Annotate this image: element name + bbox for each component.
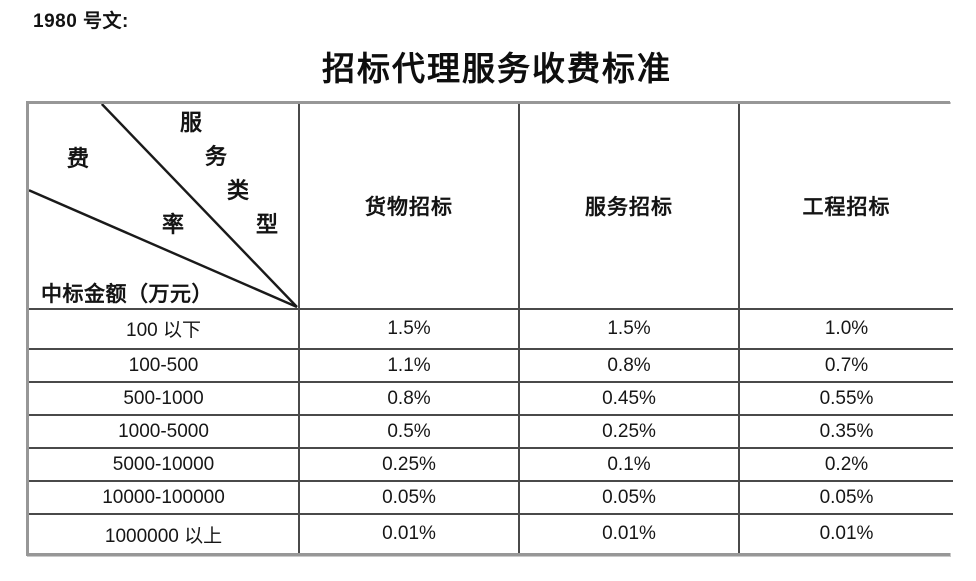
fee-value: 0.2% xyxy=(738,447,953,483)
diagonal-label-bid-amount: 中标金额（万元） xyxy=(41,282,213,306)
fee-value: 0.25% xyxy=(298,447,520,483)
fee-value: 0.05% xyxy=(298,480,520,516)
doc-number: 1980 号文: xyxy=(33,11,129,32)
table-row: 5000-10000 0.25% 0.1% 0.2% xyxy=(29,447,953,483)
row-label: 1000000 以上 xyxy=(29,513,300,553)
fee-value: 0.5% xyxy=(298,414,520,450)
table-row: 10000-100000 0.05% 0.05% 0.05% xyxy=(29,480,953,516)
diagonal-label-service-type-char: 服 xyxy=(179,110,202,135)
diagonal-label-service-type-char: 型 xyxy=(255,212,278,237)
row-label: 5000-10000 xyxy=(29,447,300,483)
diagonal-header-cell: 服 务 类 型 费 率 中标金额（万元） xyxy=(29,104,300,310)
fee-value: 1.5% xyxy=(518,308,740,350)
fee-table-container: 服 务 类 型 费 率 中标金额（万元） 货物招标 服务招标 工程招标 100 … xyxy=(26,101,953,556)
fee-table: 服 务 类 型 费 率 中标金额（万元） 货物招标 服务招标 工程招标 100 … xyxy=(29,104,953,553)
fee-value: 0.8% xyxy=(298,381,520,417)
page-title: 招标代理服务收费标准 xyxy=(322,52,672,88)
fee-value: 1.1% xyxy=(298,347,520,384)
header-row: 服 务 类 型 费 率 中标金额（万元） 货物招标 服务招标 工程招标 xyxy=(29,104,953,310)
fee-value: 0.01% xyxy=(518,513,740,553)
diagonal-label-service-type-char: 类 xyxy=(226,178,249,203)
table-row: 1000-5000 0.5% 0.25% 0.35% xyxy=(29,414,953,450)
fee-value: 0.05% xyxy=(738,480,953,516)
fee-value: 0.01% xyxy=(298,513,520,553)
row-label: 10000-100000 xyxy=(29,480,300,516)
table-row: 1000000 以上 0.01% 0.01% 0.01% xyxy=(29,513,953,553)
fee-value: 0.1% xyxy=(518,447,740,483)
table-row: 100 以下 1.5% 1.5% 1.0% xyxy=(29,308,953,350)
column-header-engineering: 工程招标 xyxy=(738,104,953,310)
fee-value: 0.55% xyxy=(738,381,953,417)
row-label: 100-500 xyxy=(29,347,300,384)
fee-value: 0.05% xyxy=(518,480,740,516)
column-header-goods: 货物招标 xyxy=(298,104,520,310)
fee-value: 0.8% xyxy=(518,347,740,384)
fee-value: 0.45% xyxy=(518,381,740,417)
table-row: 500-1000 0.8% 0.45% 0.55% xyxy=(29,381,953,417)
column-header-services: 服务招标 xyxy=(518,104,740,310)
fee-value: 0.7% xyxy=(738,347,953,384)
row-label: 500-1000 xyxy=(29,381,300,417)
row-label: 1000-5000 xyxy=(29,414,300,450)
row-label: 100 以下 xyxy=(29,308,300,350)
diagonal-label-fee-rate-char: 费 xyxy=(66,146,89,171)
diagonal-divider-lines xyxy=(29,104,297,307)
fee-value: 1.5% xyxy=(298,308,520,350)
fee-value: 0.01% xyxy=(738,513,953,553)
diagonal-label-service-type-char: 务 xyxy=(204,144,227,169)
diagonal-label-fee-rate-char: 率 xyxy=(161,212,184,237)
fee-value: 0.35% xyxy=(738,414,953,450)
fee-value: 0.25% xyxy=(518,414,740,450)
table-row: 100-500 1.1% 0.8% 0.7% xyxy=(29,347,953,384)
table-body: 100 以下 1.5% 1.5% 1.0% 100-500 1.1% 0.8% 0.7% 500… xyxy=(29,308,953,553)
fee-value: 1.0% xyxy=(738,308,953,350)
